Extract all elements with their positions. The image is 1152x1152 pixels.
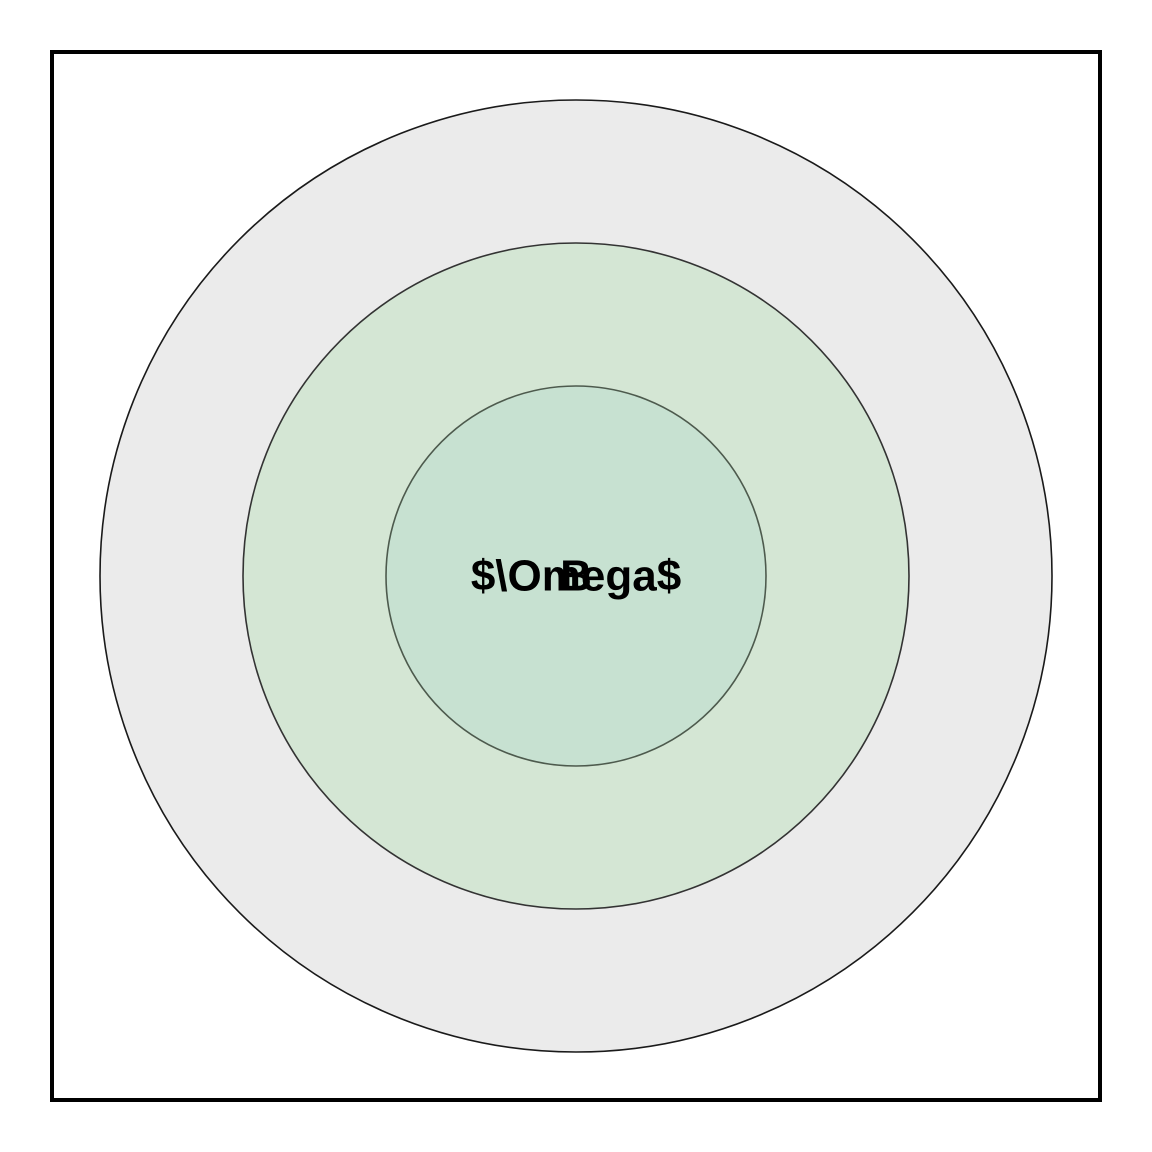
center-label-main: $\Omega$ — [471, 552, 681, 601]
center-label-overlap: B — [560, 552, 592, 601]
inner-ring — [385, 385, 767, 767]
